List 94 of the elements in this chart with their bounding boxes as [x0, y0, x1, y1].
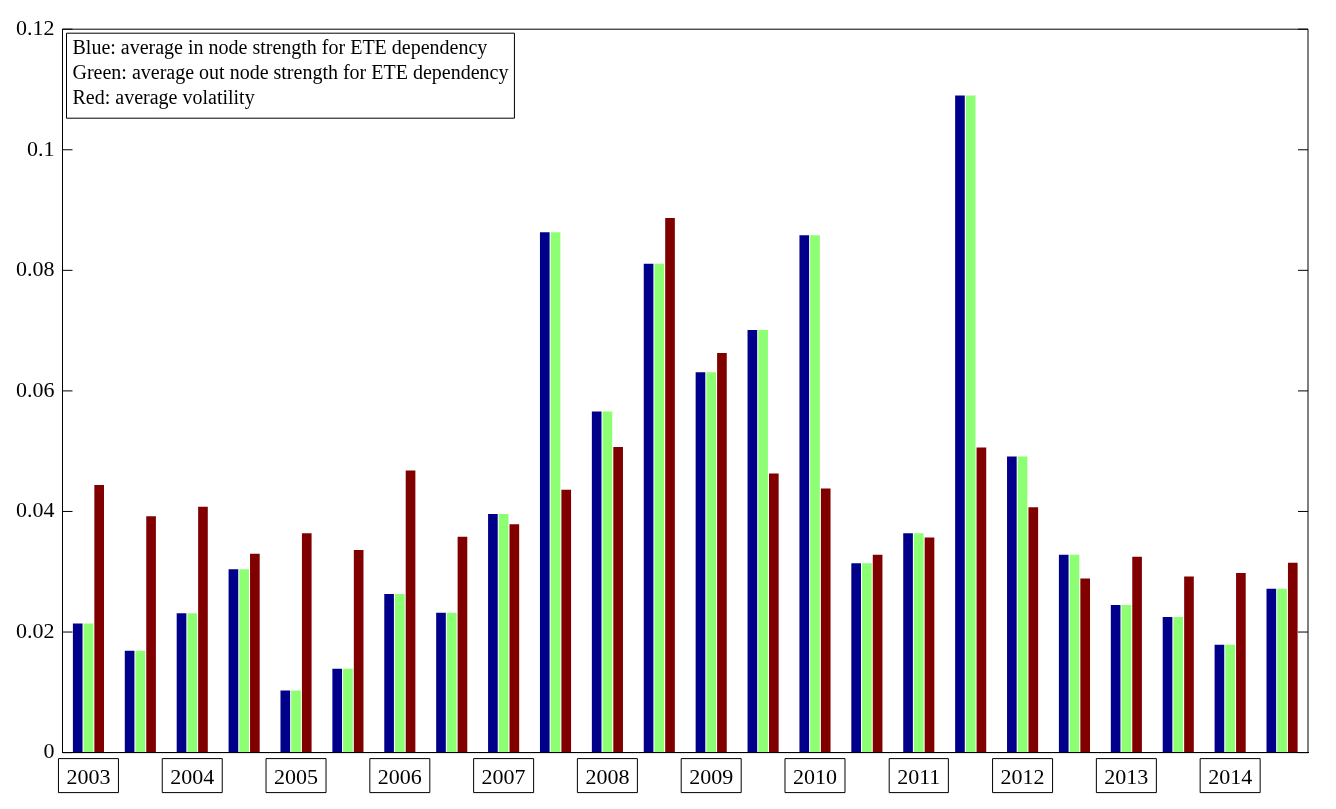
- bar: [343, 668, 353, 753]
- bar: [509, 524, 520, 753]
- bar: [747, 330, 758, 753]
- x-tick-label: 2011: [897, 763, 941, 789]
- bar: [820, 488, 831, 753]
- x-tick-label: 2004: [170, 763, 215, 789]
- bar: [591, 411, 602, 753]
- bar: [301, 533, 312, 753]
- bar: [436, 612, 446, 753]
- bar: [1080, 578, 1091, 753]
- bar: [239, 569, 249, 753]
- bar: [228, 569, 239, 753]
- bar: [768, 473, 779, 753]
- bar: [965, 95, 976, 753]
- x-tick-label: 2009: [689, 763, 734, 789]
- bar: [1110, 604, 1121, 753]
- y-tick-label: 0.08: [16, 256, 55, 282]
- bar: [94, 484, 104, 753]
- bar: [976, 447, 987, 753]
- annotation: Green: average out node strength for ETE dependency: [72, 61, 509, 85]
- bar: [353, 550, 364, 753]
- bar: [83, 623, 94, 753]
- x-tick-label: 2014: [1208, 763, 1253, 789]
- bar: [250, 553, 260, 753]
- bar: [1277, 588, 1287, 753]
- bar: [291, 690, 301, 753]
- bar: [384, 594, 394, 753]
- x-tick-label: 2007: [481, 763, 526, 789]
- bar: [1007, 456, 1017, 753]
- bar: [613, 446, 623, 753]
- bar: [1287, 562, 1298, 753]
- bar: [1121, 604, 1132, 753]
- bar: [717, 352, 727, 753]
- y-tick-label: 0.06: [16, 376, 55, 402]
- bar: [862, 563, 872, 753]
- bar: [457, 536, 468, 753]
- bar: [1236, 572, 1246, 753]
- bar: [665, 217, 675, 753]
- bar: [872, 554, 883, 753]
- bar: [332, 668, 343, 753]
- bar: [446, 612, 457, 753]
- annotation: Blue: average in node strength for ETE dependency: [72, 36, 488, 60]
- bar: [395, 594, 405, 753]
- bar: [799, 235, 810, 753]
- bar: [1069, 554, 1080, 753]
- bar: [1058, 554, 1069, 753]
- x-tick-label: 2012: [1000, 763, 1045, 789]
- bar: [1266, 588, 1277, 753]
- y-tick-label: 0.12: [16, 14, 55, 40]
- x-tick-label: 2008: [585, 763, 630, 789]
- bar: [654, 263, 665, 753]
- bar: [498, 513, 509, 753]
- y-tick-label: 0.04: [16, 497, 55, 523]
- bar: [913, 533, 924, 753]
- bar: [146, 516, 156, 753]
- bar: [187, 613, 198, 753]
- bar: [851, 563, 861, 753]
- bar: [135, 650, 146, 753]
- x-tick-label: 2003: [66, 763, 111, 789]
- annotation: Red: average volatility: [72, 86, 255, 110]
- bar: [706, 372, 717, 753]
- bar: [810, 235, 820, 753]
- bar: [280, 690, 291, 753]
- bar: [1225, 644, 1235, 753]
- bar: [643, 263, 654, 753]
- x-tick-label: 2006: [377, 763, 422, 789]
- bar: [1173, 616, 1184, 753]
- bar: [124, 650, 135, 753]
- x-tick-label: 2005: [274, 763, 319, 789]
- bar: [924, 537, 935, 753]
- bar: [1028, 507, 1039, 753]
- bar: [1017, 456, 1028, 753]
- bar: [1184, 576, 1194, 753]
- x-tick-label: 2013: [1104, 763, 1149, 789]
- bar: [550, 232, 561, 753]
- bar: [903, 533, 913, 753]
- bar: [1132, 556, 1142, 753]
- bar: [1214, 644, 1225, 753]
- bar: [602, 411, 613, 753]
- bar: [758, 330, 768, 753]
- bar: [561, 489, 572, 753]
- x-tick-label: 2010: [792, 763, 837, 789]
- y-tick-label: 0.1: [27, 135, 55, 161]
- bar: [695, 372, 706, 753]
- y-tick-label: 0: [43, 738, 55, 764]
- bar: [198, 506, 208, 753]
- bar: [488, 513, 498, 753]
- bar: [176, 613, 187, 753]
- bar: [405, 470, 416, 753]
- bar: [1162, 616, 1173, 753]
- bar: [955, 95, 965, 753]
- bar: [72, 623, 83, 753]
- bar: [539, 232, 550, 753]
- y-tick-label: 0.02: [16, 617, 55, 643]
